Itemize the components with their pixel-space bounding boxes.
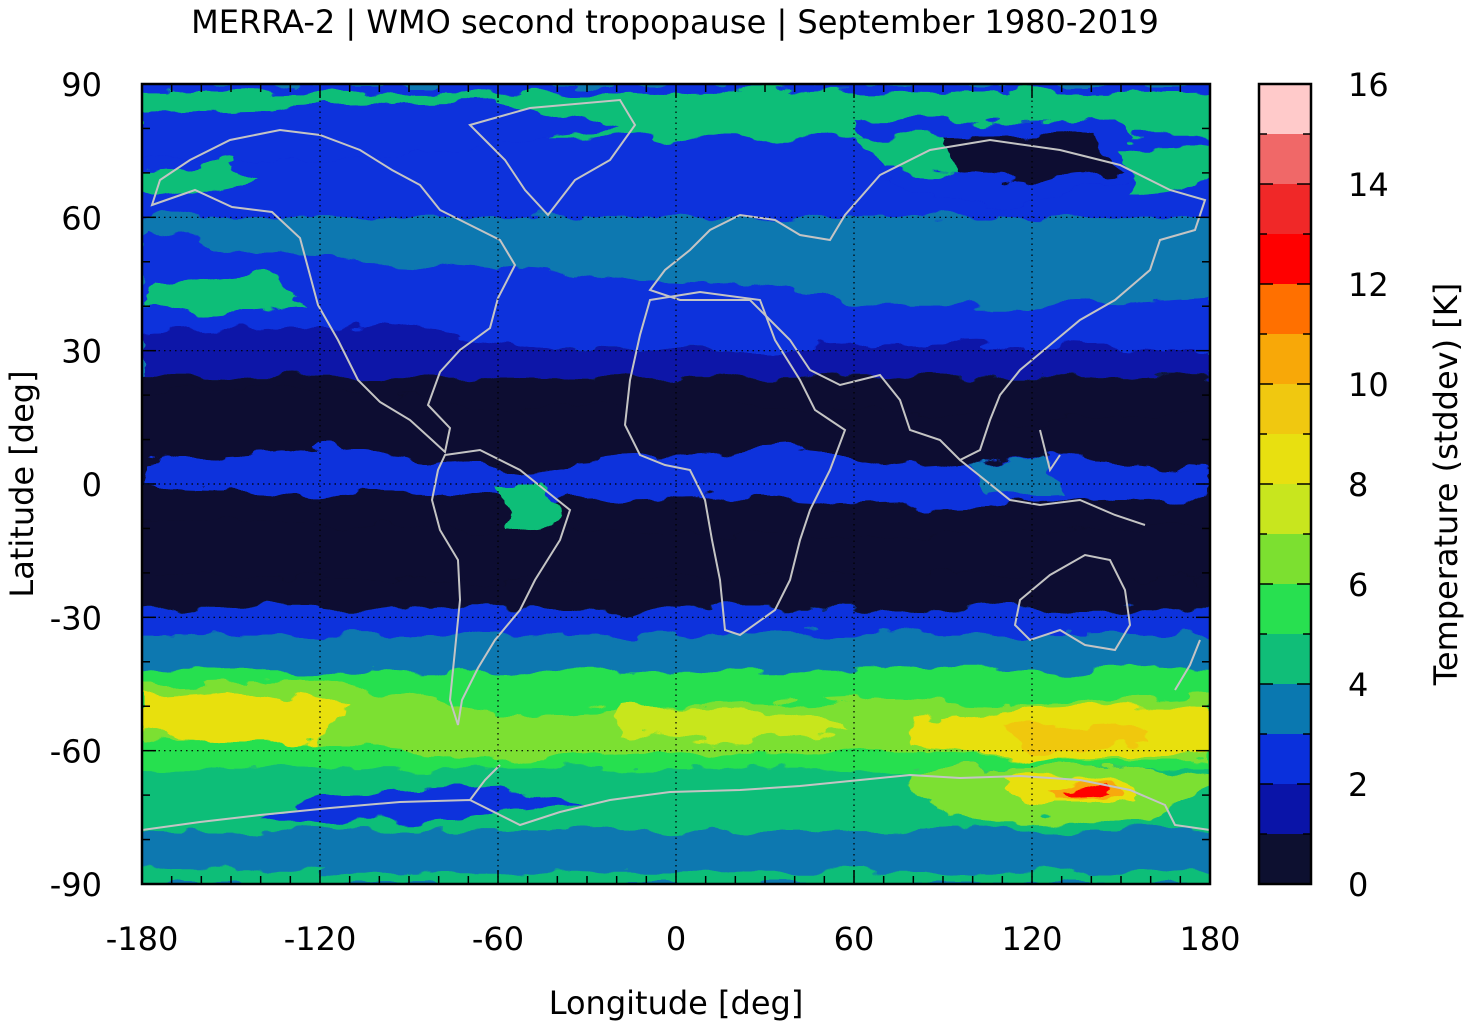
colorbar-swatch [1259,384,1311,434]
coastline-new-zealand [1174,639,1201,691]
coastline-greenland [468,98,637,217]
field-sh-orange-east [1002,724,1151,751]
y-tick-label: -90 [50,866,102,904]
colorbar-swatch [1259,484,1311,534]
colorbar-swatch [1259,534,1311,584]
colorbar-tick-label: 10 [1348,366,1389,404]
chart-title: MERRA-2 | WMO second tropopause | Septem… [191,3,1159,41]
y-tick-label: 0 [82,466,102,504]
coastline-south-america [430,448,572,726]
colorbar-tick-label: 16 [1348,66,1389,104]
y-tick-label: -30 [50,599,102,637]
axis-ticks [141,83,1211,885]
field-nh-tropic-min [142,377,1210,422]
y-tick-label: -60 [50,733,102,771]
colorbar-label: Temperature (stddev) [K] [1427,282,1465,686]
colorbar-swatch [1259,734,1311,784]
field-amazon-green [498,484,558,529]
colorbar-swatch [1259,834,1311,884]
colorbar-swatch [1259,284,1311,334]
coastline-australia [1013,553,1132,652]
x-axis-label: Longitude [deg] [548,984,804,1022]
y-axis-label: Latitude [deg] [3,370,41,598]
colorbar-tick-label: 6 [1348,566,1368,604]
x-tick-label: 180 [1179,920,1240,958]
colorbar-swatch [1259,634,1311,684]
coastline-africa [623,290,847,637]
field-siberia-green [854,137,958,173]
x-tick-label: -180 [106,920,179,958]
field-nh-dark-blue [142,324,1210,378]
y-tick-label: 30 [61,333,102,371]
colorbar-swatch [1259,684,1311,734]
field-antarctic-red [1061,786,1110,798]
colorbar-tick-label: 2 [1348,766,1368,804]
colorbar-swatch [1259,134,1311,184]
colorbar-swatch [1259,84,1311,134]
colorbar-tick-label: 12 [1348,266,1389,304]
coastline-antarctica [142,773,1210,831]
field-pacific-arctic-green [1121,146,1210,191]
coastline-eurasia [648,138,1207,462]
x-tick-labels: -180 -120 -60 0 60 120 180 [106,920,1241,958]
y-tick-label: 60 [61,199,102,237]
field-antarctic-blue [260,786,587,822]
coastline-antarctic-peninsula [469,764,501,801]
field-south-pole [142,830,1210,884]
x-tick-label: -120 [284,920,357,958]
colorbar-swatch [1259,234,1311,284]
field-equatorial-blue [142,448,1210,507]
colorbar-swatch [1259,784,1311,834]
x-tick-label: 60 [834,920,875,958]
field-nh-pacific-green [142,270,306,316]
colorbar-tick-label: 4 [1348,666,1368,704]
colorbar [1257,82,1313,886]
x-tick-label: 120 [1001,920,1062,958]
x-tick-label: 0 [666,920,686,958]
y-tick-label: 90 [61,66,102,104]
colorbar-swatch [1259,434,1311,484]
gridlines [142,84,1210,884]
colorbar-tick-label: 8 [1348,466,1368,504]
field-sh-yellow-west [142,688,350,742]
colorbar-tick-label: 14 [1348,166,1389,204]
colorbar-swatch [1259,334,1311,384]
colorbar-tick-labels: 0 2 4 6 8 10 12 14 16 [1348,66,1389,904]
coastline-maritime-continent [959,429,1146,526]
field-siberia-min [943,132,1121,182]
colorbar-swatch [1259,184,1311,234]
x-tick-label: -60 [472,920,524,958]
colorbar-tick-label: 0 [1348,866,1368,904]
y-tick-labels: 90 60 30 0 -30 -60 -90 [50,66,102,904]
field-sh-tropic-min [142,519,1210,582]
field-sh-yellow-atlantic [616,706,854,742]
colorbar-swatch [1259,584,1311,634]
